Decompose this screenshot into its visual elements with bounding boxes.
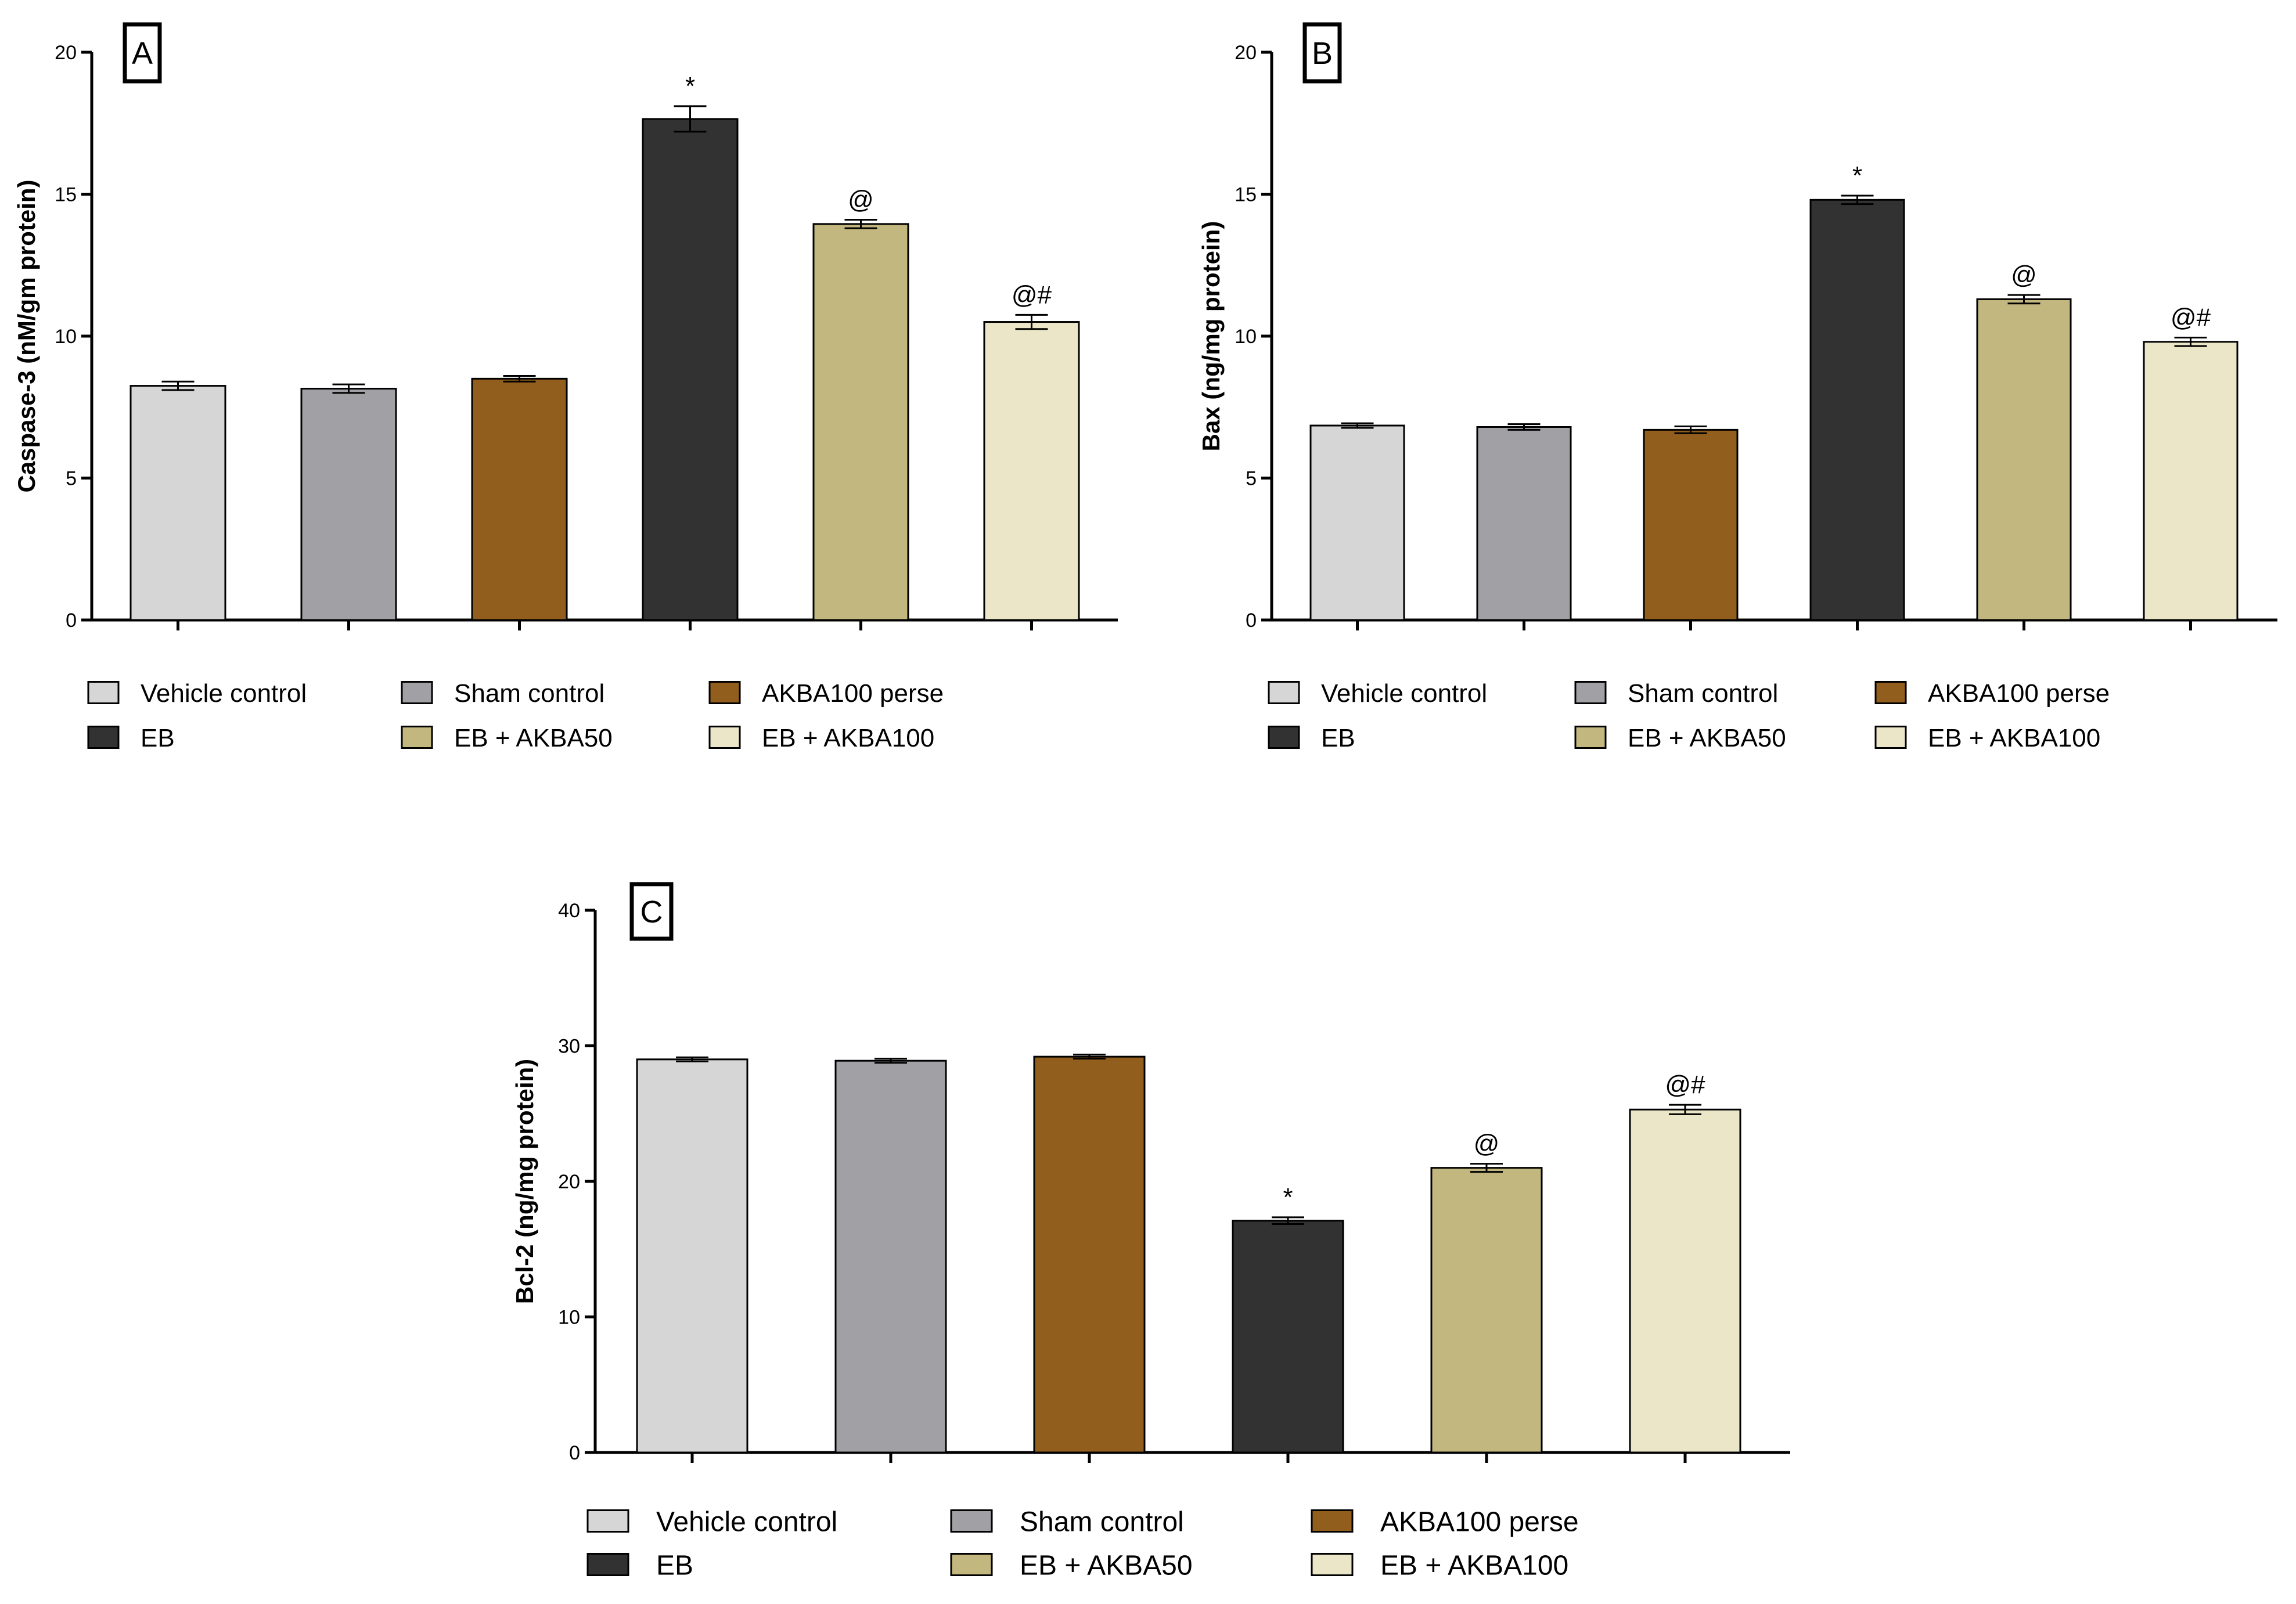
- significance-label: @#: [1665, 1070, 1705, 1099]
- legend-label: AKBA100 perse: [1928, 679, 2110, 708]
- bar-akba100-perse: [1033, 1055, 1146, 1454]
- y-axis-label: Bcl-2 (ng/mg protein): [511, 1059, 538, 1304]
- panel-label-box: [1302, 22, 1342, 84]
- legend-label: Sham control: [1628, 679, 1778, 708]
- y-tick-label: 10: [558, 1307, 580, 1329]
- bar-eb: [1809, 199, 1905, 621]
- legend-swatch: [950, 1553, 993, 1576]
- legend-swatch: [87, 726, 120, 749]
- legend-label: EB + AKBA50: [1628, 724, 1786, 752]
- y-axis-label: Bax (ng/mg protein): [1197, 221, 1225, 452]
- bar-eb-akba50: [812, 223, 909, 621]
- y-tick-label: 0: [66, 610, 77, 632]
- bar-akba100-perse: [471, 377, 568, 621]
- significance-label: @: [1474, 1130, 1500, 1158]
- legend-label: Vehicle control: [656, 1506, 837, 1537]
- bar-eb-akba50: [1976, 298, 2072, 621]
- legend-swatch: [87, 681, 120, 704]
- bar-eb-akba100: [983, 321, 1080, 621]
- y-tick-label: 10: [55, 326, 77, 348]
- bar-vehicle-control: [1309, 424, 1405, 621]
- legend-label: EB + AKBA100: [1928, 724, 2100, 752]
- legend-label: EB: [141, 724, 175, 752]
- bar-vehicle-control: [636, 1058, 748, 1454]
- y-tick-label: 5: [66, 468, 77, 490]
- panel-c: 0 10 20 30 40 Bcl-2 (ng/mg protein) C * @ @# Vehic…: [511, 882, 1790, 1581]
- y-tick-label: 20: [558, 1171, 580, 1193]
- legend-label: EB: [1321, 724, 1355, 752]
- legend-label: AKBA100 perse: [1380, 1506, 1579, 1537]
- y-tick-label: 20: [1235, 42, 1257, 64]
- legend-label: EB + AKBA50: [1020, 1550, 1193, 1581]
- legend-label: Vehicle control: [141, 679, 307, 708]
- bar-eb: [642, 118, 739, 621]
- panel-b: 0 5 10 15 20 Bax (ng/mg protein) B * @ @# Vehicle …: [1197, 22, 2277, 752]
- legend-swatch: [950, 1509, 993, 1533]
- y-tick-label: 40: [558, 900, 580, 922]
- legend-swatch: [708, 681, 741, 704]
- legend-swatch: [586, 1553, 629, 1576]
- significance-label: *: [1283, 1183, 1293, 1212]
- y-tick-label: 10: [1235, 326, 1257, 348]
- significance-label: @#: [1012, 280, 1052, 309]
- y-tick-label: 15: [55, 184, 77, 206]
- significance-label: @: [848, 186, 874, 214]
- bar-sham-control: [834, 1059, 947, 1454]
- bar-akba100-perse: [1643, 428, 1739, 621]
- legend-label: Sham control: [454, 679, 604, 708]
- legend-label: EB + AKBA100: [1380, 1550, 1568, 1581]
- legend-swatch: [1311, 1553, 1354, 1576]
- legend-label: EB + AKBA100: [762, 724, 934, 752]
- significance-label: @#: [2171, 303, 2211, 331]
- y-tick-label: 30: [558, 1036, 580, 1058]
- bar-vehicle-control: [129, 385, 226, 621]
- bar-eb-akba50: [1430, 1167, 1543, 1454]
- bar-eb: [1232, 1220, 1344, 1454]
- y-tick-label: 0: [1246, 610, 1257, 632]
- legend-swatch: [708, 726, 741, 749]
- y-tick-label: 15: [1235, 184, 1257, 206]
- panel-label: C: [640, 895, 663, 929]
- legend-label: AKBA100 perse: [762, 679, 944, 708]
- legend-swatch: [586, 1509, 629, 1533]
- y-tick-label: 5: [1246, 468, 1257, 490]
- legend-swatch: [401, 681, 433, 704]
- bar-sham-control: [1476, 426, 1572, 621]
- panel-a: 0 5 10 15 20 Caspase-3 (nM/gm protein) A * @ @# Ve…: [13, 22, 1118, 752]
- panel-label: B: [1312, 36, 1333, 71]
- legend-label: EB + AKBA50: [454, 724, 613, 752]
- legend-swatch: [1874, 726, 1907, 749]
- bar-sham-control: [300, 387, 397, 621]
- y-tick-label: 20: [55, 42, 77, 64]
- legend-swatch: [1574, 726, 1607, 749]
- y-axis-label: Caspase-3 (nM/gm protein): [13, 179, 40, 492]
- legend-label: Sham control: [1020, 1506, 1184, 1537]
- panel-label: A: [132, 36, 153, 71]
- significance-label: @: [2011, 261, 2037, 289]
- bar-eb-akba100: [2143, 341, 2239, 621]
- legend-swatch: [1268, 681, 1300, 704]
- legend-label: EB: [656, 1550, 693, 1581]
- significance-label: *: [685, 72, 695, 100]
- panel-label-box: [123, 22, 162, 84]
- legend-swatch: [1268, 726, 1300, 749]
- legend-swatch: [1574, 681, 1607, 704]
- bar-eb-akba100: [1629, 1108, 1741, 1454]
- legend-label: Vehicle control: [1321, 679, 1487, 708]
- panel-label-box: [629, 882, 674, 941]
- legend-swatch: [1311, 1509, 1354, 1533]
- legend-swatch: [401, 726, 433, 749]
- y-tick-label: 0: [569, 1442, 580, 1464]
- significance-label: *: [1852, 161, 1862, 190]
- legend-swatch: [1874, 681, 1907, 704]
